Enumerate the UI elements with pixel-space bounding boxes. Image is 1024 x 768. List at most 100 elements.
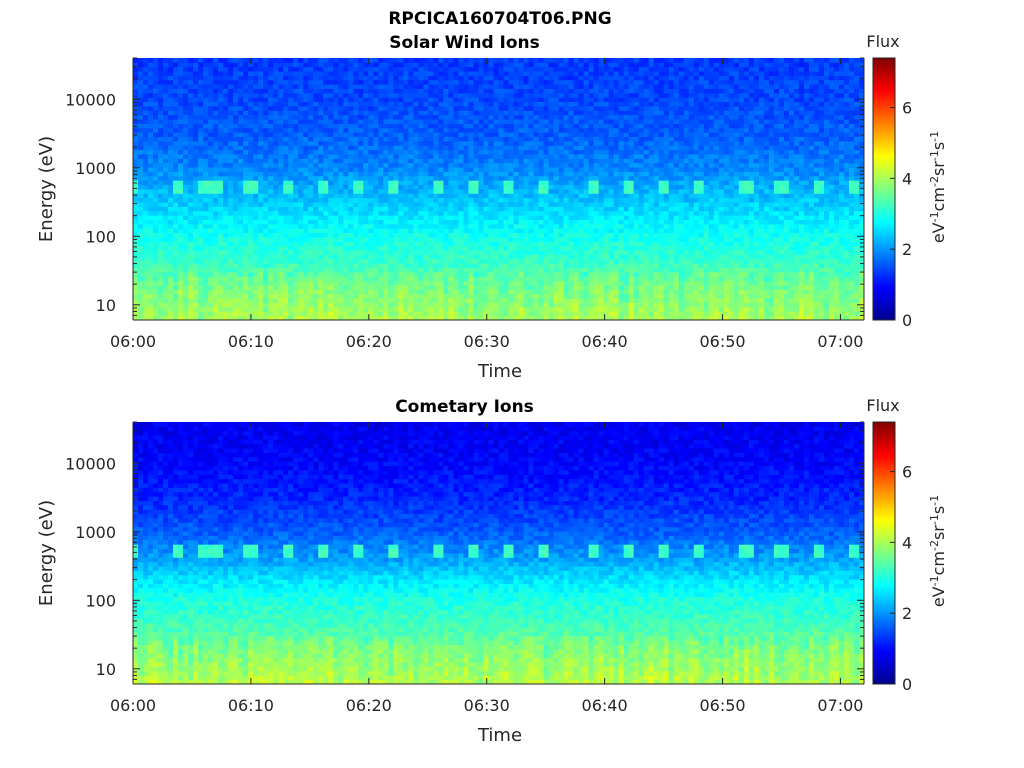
heatmap-cell — [203, 276, 209, 282]
heatmap-cell — [418, 66, 424, 72]
heatmap-cell — [313, 258, 319, 264]
heatmap-cell — [523, 254, 529, 260]
heatmap-cell — [403, 149, 409, 155]
heatmap-cell — [363, 71, 369, 76]
heatmap-cell — [228, 258, 234, 264]
heatmap-cell — [518, 149, 524, 155]
heatmap-cell — [288, 206, 294, 212]
heatmap-cell — [538, 293, 544, 299]
heatmap-cell — [253, 215, 259, 220]
heatmap-cell — [378, 302, 384, 308]
heatmap-cell — [343, 202, 349, 207]
heatmap-cell — [293, 123, 299, 129]
heatmap-cell — [253, 180, 259, 186]
heatmap-cell — [328, 258, 334, 264]
heatmap-cell — [143, 154, 149, 159]
heatmap-cell — [393, 250, 399, 255]
heatmap-cell — [338, 127, 344, 133]
heatmap-cell — [158, 202, 164, 207]
heatmap-cell — [328, 302, 334, 308]
heatmap-cell — [298, 158, 304, 164]
heatmap-cell — [383, 311, 389, 317]
heatmap-cell — [383, 114, 389, 120]
heatmap-cell — [483, 232, 489, 238]
heatmap-cell — [448, 132, 454, 137]
heatmap-cell — [458, 285, 464, 290]
heatmap-cell — [313, 219, 319, 225]
heatmap-cell — [378, 237, 384, 242]
heatmap-cell — [358, 311, 364, 317]
heatmap-cell — [453, 149, 459, 155]
heatmap-cell — [458, 298, 464, 303]
heatmap-cell — [293, 250, 299, 255]
heatmap-cell — [163, 66, 169, 72]
heatmap-cell — [168, 175, 174, 181]
heatmap-cell — [418, 293, 424, 299]
heatmap-cell — [138, 267, 144, 273]
heatmap-cell — [168, 132, 174, 137]
heatmap-cell — [143, 245, 149, 251]
heatmap-cell — [453, 110, 459, 116]
heatmap-cell — [288, 149, 294, 155]
heatmap-cell — [273, 241, 279, 247]
heatmap-cell — [318, 84, 324, 89]
heatmap-cell — [283, 58, 289, 63]
heatmap-cell — [153, 75, 159, 81]
heatmap-cell — [478, 127, 484, 133]
heatmap-cell — [253, 66, 259, 72]
heatmap-cell — [198, 88, 204, 94]
heatmap-cell — [498, 228, 504, 234]
heatmap-cell — [513, 232, 519, 238]
heatmap-cell — [183, 254, 189, 260]
heatmap-cell — [453, 88, 459, 94]
heatmap-cell — [338, 175, 344, 181]
heatmap-cell — [308, 184, 314, 190]
heatmap-cell — [423, 285, 429, 290]
heatmap-cell — [378, 219, 384, 225]
heatmap-cell — [278, 267, 284, 273]
heatmap-cell — [173, 110, 179, 116]
heatmap-cell — [423, 232, 429, 238]
heatmap-cell — [398, 315, 404, 321]
heatmap-cell — [233, 84, 239, 89]
heatmap-cell — [363, 250, 369, 255]
heatmap-cell — [303, 250, 309, 255]
heatmap-cell — [503, 66, 509, 72]
heatmap-cell — [268, 311, 274, 317]
heatmap-cell — [183, 315, 189, 321]
heatmap-cell — [243, 223, 249, 229]
heatmap-cell — [268, 285, 274, 290]
heatmap-cell — [253, 289, 259, 295]
heatmap-cell — [288, 75, 294, 81]
heatmap-cell — [398, 215, 404, 220]
heatmap-cell — [283, 149, 289, 155]
heatmap-cell — [313, 202, 319, 207]
heatmap-cell — [433, 311, 439, 317]
heatmap-cell — [368, 71, 374, 76]
heatmap-cell — [303, 197, 309, 203]
heatmap-cell — [448, 140, 454, 146]
heatmap-cell — [313, 254, 319, 260]
heatmap-cell — [248, 219, 254, 225]
heatmap-cell — [433, 132, 439, 137]
heatmap-cell — [138, 184, 144, 190]
heatmap-cell — [163, 210, 169, 216]
heatmap-cell — [178, 193, 184, 199]
heatmap-cell — [153, 210, 159, 216]
heatmap-cell — [153, 101, 159, 107]
heatmap-cell — [358, 140, 364, 146]
heatmap-cell — [178, 101, 184, 107]
heatmap-cell — [358, 71, 364, 76]
heatmap-cell — [538, 280, 544, 286]
heatmap-cell — [318, 88, 324, 94]
heatmap-cell — [408, 79, 414, 85]
heatmap-cell — [273, 267, 279, 273]
heatmap-cell — [393, 267, 399, 273]
heatmap-cell — [278, 158, 284, 164]
heatmap-cell — [188, 193, 194, 199]
heatmap-cell — [398, 84, 404, 89]
heatmap-cell — [493, 285, 499, 290]
heatmap-cell — [358, 171, 364, 177]
heatmap-cell — [523, 119, 529, 124]
heatmap-cell — [483, 293, 489, 299]
